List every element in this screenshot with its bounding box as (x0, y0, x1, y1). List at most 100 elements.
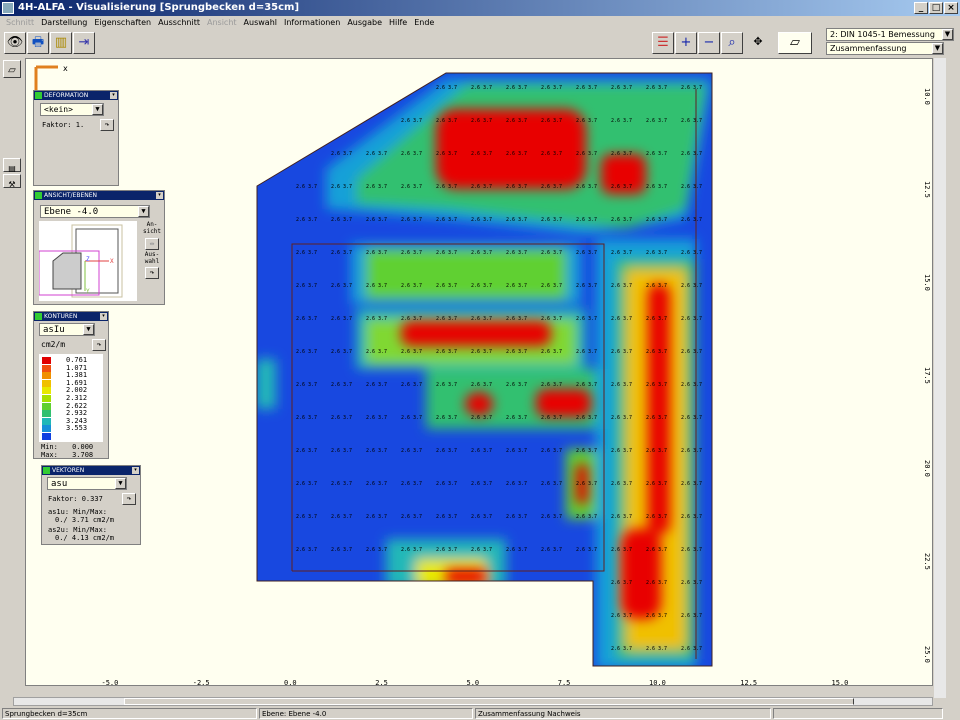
menu-ausgabe[interactable]: Ausgabe (347, 18, 383, 27)
view-planes-panel: ANSICHT/EBENEN ▾ Ebene -4.0 ▼ Z X Y An- sich… (33, 190, 165, 305)
design-select[interactable]: 2: DIN 1045-1 Bemessung ▼ (826, 28, 954, 41)
panel-close-icon[interactable]: ▾ (132, 467, 139, 474)
drawing-canvas[interactable]: x 2.6 3.7 2.6 3.7 2.6 3.7 2.6 3.7 2.6 3.7 2.6 3.7 2.… (25, 58, 933, 687)
zoom-in-icon[interactable]: + (675, 32, 697, 54)
exit-door-icon[interactable]: ⇥ (73, 32, 95, 54)
pan-arrows-icon[interactable]: ✥ (747, 32, 769, 54)
cell-value-label: 2.6 (436, 85, 445, 91)
panel-close-icon[interactable]: ▾ (156, 192, 163, 199)
cell-value-label: 3.7 (483, 250, 492, 256)
cell-value-label: 2.6 (681, 415, 690, 421)
dropdown-arrow-icon[interactable]: ▼ (138, 206, 149, 217)
dropdown-arrow-icon[interactable]: ▼ (942, 29, 953, 40)
cell-value-label: 2.6 (331, 151, 340, 157)
result-select[interactable]: Zusammenfassung ▼ (826, 42, 944, 55)
cell-value-label: 2.6 (541, 481, 550, 487)
cell-value-label: 2.6 (576, 448, 585, 454)
menu-ausschnitt[interactable]: Ausschnitt (158, 18, 200, 27)
cell-value-label: 3.7 (588, 514, 597, 520)
menu-informationen[interactable]: Informationen (284, 18, 341, 27)
menu-eigenschaften[interactable]: Eigenschaften (94, 18, 152, 27)
cell-value-label: 3.7 (343, 481, 352, 487)
cell-value-label: 3.7 (693, 514, 702, 520)
y-tick-label: 22.5 (923, 553, 931, 570)
cell-value-label: 3.7 (693, 415, 702, 421)
3d-view-box-icon[interactable]: ▱ (778, 32, 812, 54)
cell-value-label: 3.7 (623, 613, 632, 619)
status-model: Sprungbecken d=35cm (2, 708, 257, 719)
cell-value-label: 2.6 (296, 217, 305, 223)
select-apply-button[interactable]: ↷ (145, 267, 159, 279)
panel-close-icon[interactable]: ▾ (110, 92, 117, 99)
close-button[interactable]: × (944, 2, 958, 14)
cell-value-label: 2.6 (471, 250, 480, 256)
cell-value-label: 3.7 (553, 217, 562, 223)
cell-value-label: 3.7 (448, 217, 457, 223)
cell-value-label: 3.7 (483, 349, 492, 355)
vector-component-select[interactable]: asu ▼ (47, 477, 127, 490)
tool-icon[interactable]: ⚒ (3, 174, 21, 189)
apply-button[interactable]: ↷ (92, 339, 106, 351)
cell-value-label: 3.7 (588, 118, 597, 124)
deformation-select[interactable]: <kein> ▼ (40, 103, 104, 116)
book-icon[interactable]: ▥ (50, 32, 72, 54)
zoom-out-icon[interactable]: − (698, 32, 720, 54)
menu-auswahl[interactable]: Auswahl (243, 18, 277, 27)
cell-value-label: 2.6 (681, 316, 690, 322)
list-settings-icon[interactable]: ☰ (652, 32, 674, 54)
cell-value-label: 3.7 (658, 184, 667, 190)
dropdown-arrow-icon[interactable]: ▼ (92, 104, 103, 115)
zoom-window-icon[interactable]: ⌕ (721, 32, 743, 54)
select-icon[interactable]: ▱ (3, 60, 21, 78)
cell-value-label: 3.7 (518, 448, 527, 454)
cell-value-label: 3.7 (693, 580, 702, 586)
contour-component-select[interactable]: asIu ▼ (39, 323, 95, 336)
cell-value-label: 3.7 (308, 448, 317, 454)
contours-panel: KONTUREN ▾ asIu ▼ cm2/m ↷ 0.761 1.071 1.381 1… (33, 311, 109, 459)
cell-value-label: 3.7 (413, 151, 422, 157)
print-icon[interactable]: 🖶 (27, 32, 49, 54)
menu-ende[interactable]: Ende (414, 18, 435, 27)
cell-value-label: 2.6 (366, 382, 375, 388)
view-button[interactable]: ⇹ (145, 238, 159, 250)
menu-hilfe[interactable]: Hilfe (389, 18, 408, 27)
cell-value-label: 3.7 (378, 547, 387, 553)
plane-select[interactable]: Ebene -4.0 ▼ (40, 205, 150, 218)
cell-value-label: 3.7 (588, 547, 597, 553)
dropdown-arrow-icon[interactable]: ▼ (932, 43, 943, 54)
minimize-button[interactable]: _ (914, 2, 928, 14)
y-tick-label: 25.0 (923, 646, 931, 663)
x-tick-label: 15.0 (831, 679, 849, 687)
maximize-button[interactable]: □ (929, 2, 943, 14)
x-tick-label: -5.0 (101, 679, 119, 687)
cell-value-label: 3.7 (448, 85, 457, 91)
menu-darstellung[interactable]: Darstellung (41, 18, 88, 27)
eye-icon[interactable]: 👁 (4, 32, 26, 54)
panel-icon[interactable]: ▤ (3, 158, 21, 173)
cell-value-label: 3.7 (343, 250, 352, 256)
cell-value-label: 2.6 (506, 382, 515, 388)
cell-value-label: 3.7 (623, 646, 632, 652)
cell-value-label: 3.7 (693, 481, 702, 487)
cell-value-label: 3.7 (588, 415, 597, 421)
panel-close-icon[interactable]: ▾ (100, 313, 107, 320)
y-tick-label: 10.0 (923, 88, 931, 105)
cell-value-label: 2.6 (471, 184, 480, 190)
scroll-thumb[interactable] (124, 698, 854, 705)
factor-label: Faktor: (42, 121, 72, 129)
apply-button[interactable]: ↷ (122, 493, 136, 505)
dropdown-arrow-icon[interactable]: ▼ (83, 324, 94, 335)
vectors-panel: VEKTOREN ▾ asu ▼ Faktor: 0.337 ↷ as1u: Min… (41, 465, 141, 545)
cell-value-label: 2.6 (681, 283, 690, 289)
dropdown-arrow-icon[interactable]: ▼ (115, 478, 126, 489)
apply-button[interactable]: ↷ (100, 119, 114, 131)
cell-value-label: 2.6 (331, 448, 340, 454)
cell-value-label: 3.7 (553, 250, 562, 256)
vertical-scrollbar[interactable] (934, 58, 946, 698)
cell-value-label: 3.7 (413, 349, 422, 355)
cell-value-label: 2.6 (331, 349, 340, 355)
cell-value-label: 2.6 (576, 184, 585, 190)
horizontal-scrollbar[interactable] (13, 697, 933, 706)
cell-value-label: 3.7 (658, 646, 667, 652)
cell-value-label: 2.6 (506, 547, 515, 553)
